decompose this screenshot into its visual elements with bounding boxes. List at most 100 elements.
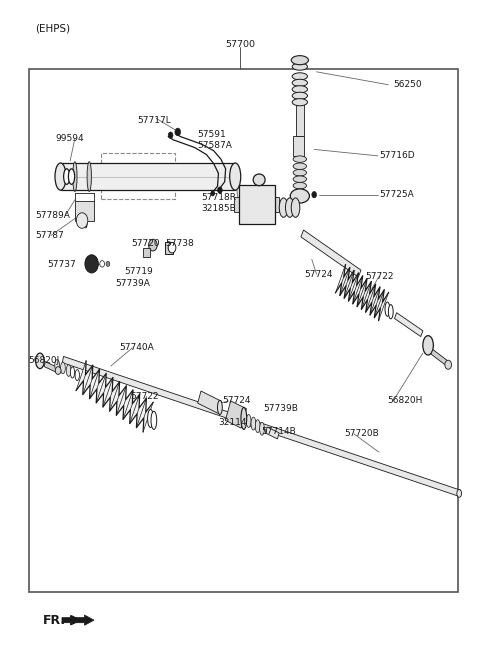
Ellipse shape (388, 305, 393, 319)
Text: 57720B: 57720B (344, 430, 379, 439)
Polygon shape (395, 313, 423, 336)
Text: 57587A: 57587A (197, 141, 232, 150)
Polygon shape (76, 361, 153, 432)
Circle shape (217, 187, 222, 193)
Text: 57718R: 57718R (202, 193, 237, 202)
Text: 57714B: 57714B (262, 427, 296, 436)
Ellipse shape (293, 170, 307, 176)
Ellipse shape (71, 367, 74, 378)
Ellipse shape (217, 400, 222, 415)
Text: 57717L: 57717L (137, 116, 171, 125)
Text: 56820H: 56820H (387, 397, 423, 406)
Circle shape (211, 191, 215, 196)
Text: 56250: 56250 (393, 80, 422, 89)
Circle shape (106, 261, 110, 266)
Ellipse shape (230, 163, 241, 190)
Text: 57725A: 57725A (379, 190, 414, 199)
Ellipse shape (291, 56, 309, 65)
Ellipse shape (291, 198, 300, 217)
Text: 57719: 57719 (124, 267, 153, 276)
Ellipse shape (292, 63, 308, 70)
Ellipse shape (246, 415, 251, 428)
Ellipse shape (385, 302, 390, 316)
Ellipse shape (87, 162, 91, 191)
Text: 57724: 57724 (305, 270, 333, 279)
Ellipse shape (292, 98, 308, 106)
Text: 57720: 57720 (131, 239, 159, 248)
Polygon shape (234, 196, 279, 212)
Ellipse shape (75, 369, 79, 380)
Ellipse shape (69, 169, 74, 184)
Bar (29, 69, 458, 592)
Ellipse shape (151, 411, 157, 430)
Polygon shape (431, 349, 448, 365)
Circle shape (175, 128, 180, 136)
Ellipse shape (293, 156, 307, 163)
Bar (144, 248, 150, 257)
Text: 57591: 57591 (197, 130, 226, 139)
Ellipse shape (251, 417, 256, 430)
Circle shape (85, 255, 98, 273)
Text: 57737: 57737 (48, 260, 76, 269)
Text: 57716D: 57716D (379, 152, 414, 161)
Polygon shape (296, 104, 304, 137)
Ellipse shape (55, 163, 66, 190)
Text: 57700: 57700 (225, 40, 255, 49)
Circle shape (168, 132, 173, 139)
Text: 57739A: 57739A (116, 279, 150, 288)
Ellipse shape (292, 79, 308, 86)
Circle shape (76, 213, 88, 228)
Polygon shape (293, 137, 304, 156)
Ellipse shape (290, 189, 310, 203)
Ellipse shape (55, 360, 60, 371)
Bar (239, 185, 275, 224)
Polygon shape (265, 427, 279, 439)
Ellipse shape (457, 489, 462, 497)
Ellipse shape (60, 362, 65, 374)
Ellipse shape (292, 86, 308, 93)
Ellipse shape (73, 162, 77, 191)
Text: 32185B: 32185B (202, 204, 237, 213)
Text: 57722: 57722 (365, 272, 394, 281)
Ellipse shape (64, 169, 70, 184)
Text: 99594: 99594 (56, 134, 84, 143)
Polygon shape (301, 230, 361, 277)
Ellipse shape (286, 198, 294, 217)
Polygon shape (62, 356, 461, 496)
Text: 57789A: 57789A (36, 211, 71, 220)
Polygon shape (336, 265, 388, 321)
Text: 57740A: 57740A (120, 343, 154, 353)
Ellipse shape (293, 182, 307, 189)
Ellipse shape (279, 198, 288, 217)
Text: (EHPS): (EHPS) (35, 23, 70, 34)
Ellipse shape (292, 73, 308, 80)
Text: 57738: 57738 (165, 239, 193, 248)
Ellipse shape (293, 163, 307, 170)
Bar (75, 201, 94, 220)
Ellipse shape (36, 353, 44, 369)
Ellipse shape (423, 336, 433, 355)
Ellipse shape (292, 92, 308, 99)
Bar (101, 153, 175, 199)
Circle shape (168, 242, 176, 253)
Circle shape (445, 360, 452, 369)
Ellipse shape (293, 176, 307, 182)
Text: 57724: 57724 (222, 397, 250, 406)
Circle shape (149, 239, 157, 251)
Text: 56820J: 56820J (28, 356, 60, 365)
Circle shape (100, 260, 105, 267)
Ellipse shape (260, 422, 264, 435)
Bar (165, 242, 173, 253)
Circle shape (55, 367, 61, 375)
Ellipse shape (255, 420, 260, 433)
Polygon shape (198, 391, 222, 413)
Circle shape (312, 191, 317, 198)
Text: 57787: 57787 (36, 231, 64, 240)
Text: 57722: 57722 (130, 392, 158, 401)
Ellipse shape (241, 408, 247, 430)
Ellipse shape (66, 365, 71, 376)
Text: 32114: 32114 (218, 418, 247, 427)
Text: 57739B: 57739B (263, 404, 298, 413)
Text: FR.: FR. (43, 614, 66, 627)
Ellipse shape (148, 410, 154, 428)
